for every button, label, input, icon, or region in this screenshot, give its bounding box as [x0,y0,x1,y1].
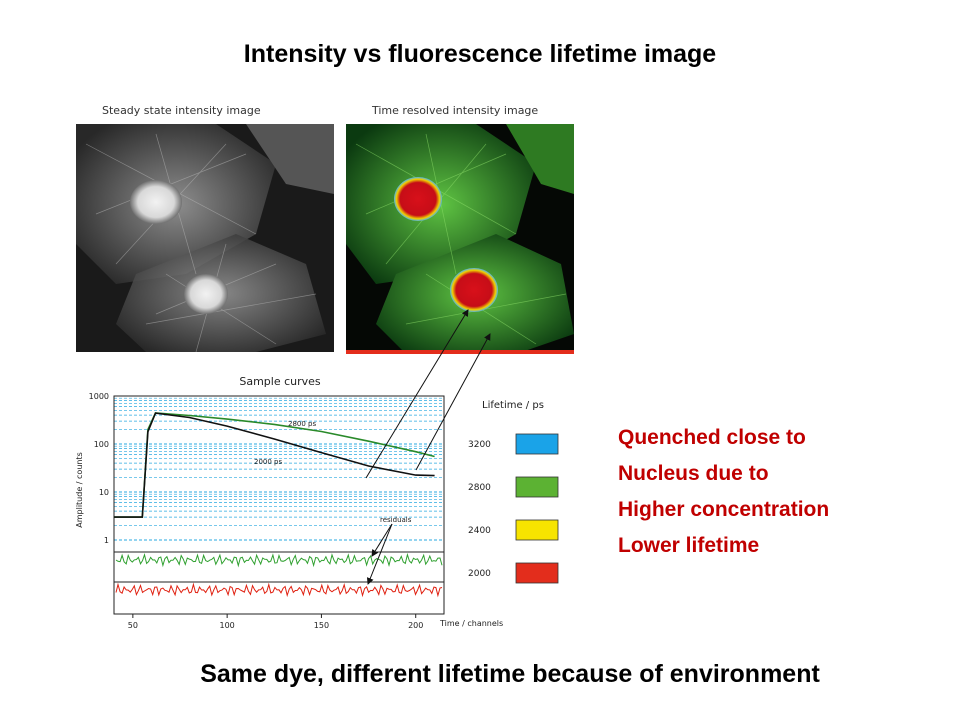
legend-label-2400: 2400 [468,526,491,536]
legend-swatch-2000 [515,562,559,584]
note-line-2: Nucleus due to [618,462,769,485]
y-tick-label: 100 [94,440,109,449]
y-tick-label: 1000 [89,392,109,401]
legend-title: Lifetime / ps [482,400,544,411]
annotation-2000ps: 2000 ps [254,458,282,466]
sample-curves-chart: Sample curves 1000 100 10 1 50 100 150 200 Amp… [70,372,560,634]
y-tick-label: 10 [99,488,109,497]
slide-title: Intensity vs fluorescence lifetime image [243,40,717,68]
chart-title: Sample curves [239,375,321,388]
chart-svg: Sample curves 1000 100 10 1 50 100 150 200 Amp… [75,375,559,630]
legend-label-2000: 2000 [468,569,491,579]
steady-state-intensity-image [76,124,334,352]
legend-label-2800: 2800 [468,483,491,493]
x-tick-label: 150 [314,621,329,630]
legend-swatch-2400 [515,519,559,541]
annotation-residuals: residuals [380,516,412,524]
y-tick-label: 1 [104,536,109,545]
legend-label-3200: 3200 [468,440,491,450]
x-axis-label: Time / channels [439,619,503,628]
lifetime-legend: 3200 2800 2400 2000 [468,433,559,584]
residual-traces [115,552,443,598]
time-resolved-caption: Time resolved intensity image [372,104,539,117]
residual-trace [115,552,443,568]
note-line-4: Lower lifetime [618,534,760,557]
x-tick-label: 50 [128,621,138,630]
note-line-1: Quenched close to [618,426,806,449]
plot-frame [113,395,445,615]
x-tick-label: 100 [220,621,235,630]
x-tick-label: 200 [408,621,423,630]
y-tick-labels: 1000 100 10 1 [89,392,109,545]
residual-trace [115,582,443,598]
y-axis-label: Amplitude / counts [75,452,84,528]
bottom-caption: Same dye, different lifetime because of … [200,660,820,688]
legend-swatch-2800 [515,476,559,498]
annotation-2800ps: 2800 ps [288,420,316,428]
steady-state-caption: Steady state intensity image [102,104,261,117]
x-tick-labels: 50 100 150 200 [128,614,423,630]
time-resolved-intensity-image [346,124,574,354]
note-line-3: Higher concentration [618,498,830,521]
legend-swatch-3200 [515,433,559,455]
